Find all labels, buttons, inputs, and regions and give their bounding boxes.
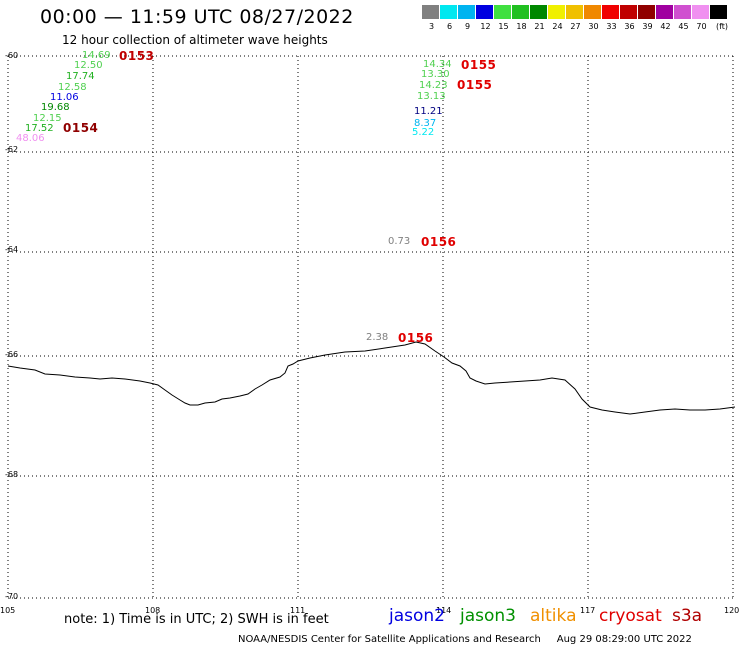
scale-swatch	[692, 5, 709, 19]
scale-swatch	[548, 5, 565, 19]
wave-height-value: 13.30	[421, 69, 450, 80]
pass-time-label: 0156	[398, 331, 434, 345]
scale-tick-label: 36	[624, 22, 635, 31]
scale-swatch	[584, 5, 601, 19]
scale-tick-label: 27	[570, 22, 581, 31]
satellite-legend-jason3: jason3	[460, 606, 516, 626]
scale-tick-label: 12	[480, 22, 491, 31]
lat-label: -70	[5, 592, 19, 601]
lon-label: 114	[436, 606, 452, 615]
scale-tick-label: 9	[464, 22, 471, 31]
scale-swatch	[602, 5, 619, 19]
lon-label: 111	[290, 606, 306, 615]
scale-tick-label: 21	[534, 22, 545, 31]
satellite-legend-jason2: jason2	[389, 606, 445, 626]
scale-tick-label: 24	[552, 22, 563, 31]
scale-swatch	[656, 5, 673, 19]
scale-swatch	[494, 5, 511, 19]
wave-height-value: 14.34	[423, 59, 452, 70]
wave-height-value: 2.38	[366, 332, 389, 343]
scale-swatch	[566, 5, 583, 19]
lat-label: -66	[5, 350, 19, 359]
scale-tick-label: 18	[516, 22, 527, 31]
lon-label: 105	[0, 606, 16, 615]
wave-height-value: 14.23	[419, 80, 448, 91]
wave-height-value: 17.74	[66, 71, 95, 82]
scale-tick-label: 70	[696, 22, 707, 31]
scale-swatch	[710, 5, 727, 19]
scale-tick-label: 30	[588, 22, 599, 31]
lon-label: 117	[580, 606, 596, 615]
scale-tick-label: 6	[446, 22, 453, 31]
wave-height-value: 19.68	[41, 102, 70, 113]
credit-line: NOAA/NESDIS Center for Satellite Applica…	[238, 634, 692, 645]
lat-label: -64	[5, 245, 19, 254]
scale-tick-label: 45	[678, 22, 689, 31]
scale-swatch	[674, 5, 691, 19]
wave-height-value: 12.15	[33, 113, 62, 124]
wave-height-value: 12.58	[58, 82, 87, 93]
satellite-legend-altika: altika	[530, 606, 577, 626]
scale-swatch	[512, 5, 529, 19]
lon-label: 108	[145, 606, 161, 615]
wave-height-value: 12.50	[74, 60, 103, 71]
wave-height-value: 11.21	[414, 106, 443, 117]
map-title: 00:00 — 11:59 UTC 08/27/2022	[40, 6, 354, 28]
satellite-legend-s3a: s3a	[672, 606, 703, 626]
wave-height-value: 5.22	[412, 127, 435, 138]
scale-swatch	[620, 5, 637, 19]
scale-unit-label: (ft)	[715, 22, 729, 31]
pass-time-label: 0154	[63, 121, 99, 135]
pass-time-label: 0156	[421, 235, 457, 249]
wave-height-value: 11.06	[50, 92, 79, 103]
wave-height-value: 0.73	[388, 236, 411, 247]
scale-swatch	[458, 5, 475, 19]
footer-note: note: 1) Time is in UTC; 2) SWH is in fe…	[64, 612, 329, 627]
scale-tick-label: 39	[642, 22, 653, 31]
lat-label: -60	[5, 51, 19, 60]
scale-tick-label: 33	[606, 22, 617, 31]
scale-tick-label: 3	[428, 22, 435, 31]
map-subtitle: 12 hour collection of altimeter wave hei…	[62, 33, 328, 47]
scale-tick-label: 15	[498, 22, 509, 31]
wave-height-value: 14.69	[82, 50, 111, 61]
lat-label: -62	[5, 145, 19, 154]
scale-swatch	[530, 5, 547, 19]
scale-swatch	[440, 5, 457, 19]
scale-tick-label: 42	[660, 22, 671, 31]
pass-time-label: 0155	[457, 78, 493, 92]
satellite-legend-cryosat: cryosat	[599, 606, 662, 626]
wave-height-value: 8.37	[414, 118, 437, 129]
wave-height-value: 13.13	[417, 91, 446, 102]
wave-height-value: 17.52	[25, 123, 54, 134]
antarctic-coastline	[7, 341, 736, 415]
lon-label: 120	[724, 606, 740, 615]
pass-time-label: 0155	[461, 58, 497, 72]
wave-height-value: 48.06	[16, 133, 45, 144]
scale-swatch	[422, 5, 439, 19]
pass-time-label: 0153	[119, 49, 155, 63]
scale-swatch	[638, 5, 655, 19]
lat-label: -68	[5, 470, 19, 479]
scale-swatch	[476, 5, 493, 19]
